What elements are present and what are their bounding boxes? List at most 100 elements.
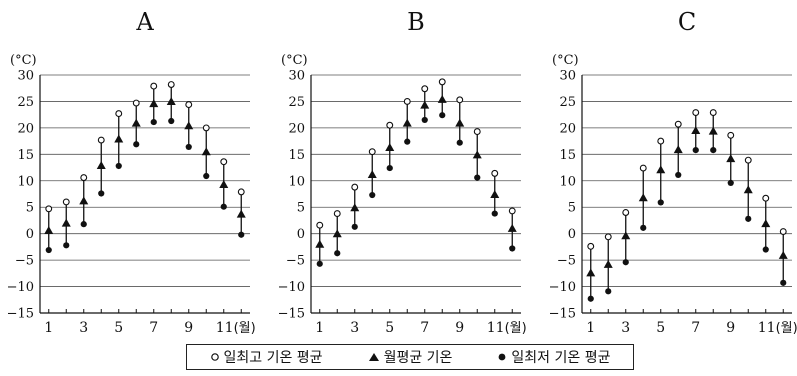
chart-b-max-point bbox=[438, 78, 446, 86]
chart-c-ytick-label: 30 bbox=[559, 69, 576, 84]
chart-b-mean-point bbox=[402, 118, 412, 127]
chart-c-max-point bbox=[727, 131, 735, 139]
chart-b-ytick-label: 15 bbox=[288, 148, 305, 163]
open-circle-icon bbox=[210, 353, 219, 361]
legend-item-min: 일최저 기온 평균 bbox=[497, 347, 610, 367]
chart-a-min-point bbox=[45, 246, 52, 254]
chart-b-xtick-label: 5 bbox=[385, 320, 394, 336]
chart-b-min-point bbox=[386, 164, 393, 172]
chart-c-min-point bbox=[762, 246, 769, 253]
chart-c-mean-point bbox=[638, 193, 648, 202]
chart-a-mean-point bbox=[114, 134, 124, 143]
chart-c-min-point bbox=[640, 224, 647, 231]
chart-c-min-point bbox=[727, 179, 734, 186]
chart-c-ytick-label: 20 bbox=[559, 121, 576, 136]
chart-b-max-point bbox=[351, 183, 359, 191]
chart-b-ytick-label: 5 bbox=[297, 201, 305, 216]
chart-a-max-point bbox=[202, 124, 210, 132]
chart-a-max-point bbox=[62, 198, 70, 206]
chart-a-max-point bbox=[45, 205, 53, 213]
chart-legend: 일최고 기온 평균 월평균 기온 일최저 기온 평균 bbox=[186, 344, 634, 370]
legend-label-max: 일최고 기온 평균 bbox=[223, 350, 323, 366]
chart-c-xtick-label: 11(월) bbox=[758, 320, 797, 336]
chart-a-ytick-label: −10 bbox=[7, 280, 34, 295]
chart-a-ytick-label: 15 bbox=[17, 148, 34, 163]
triangle-icon bbox=[368, 353, 379, 361]
chart-c-ytick-label: 15 bbox=[559, 148, 576, 163]
chart-b-min-point bbox=[439, 112, 446, 119]
chart-a-min-point bbox=[185, 143, 192, 151]
chart-b-mean-point bbox=[420, 100, 430, 109]
chart-b-ytick-label: 25 bbox=[288, 95, 305, 110]
chart-a-ytick-label: 10 bbox=[17, 174, 34, 189]
chart-b-mean-point bbox=[385, 142, 395, 151]
chart-a-max-point bbox=[220, 158, 228, 166]
chart-c-max-point bbox=[657, 137, 665, 145]
chart-b-min-point bbox=[456, 139, 463, 146]
chart-c-min-point bbox=[675, 171, 682, 179]
chart-c-title: C bbox=[678, 8, 696, 36]
chart-c-min-point bbox=[605, 288, 612, 295]
chart-a-xtick-label: 9 bbox=[184, 320, 193, 336]
chart-b-ytick-label: −15 bbox=[278, 307, 305, 322]
chart-a-mean-point bbox=[149, 99, 159, 108]
chart-c-ytick-label: −10 bbox=[549, 280, 576, 295]
chart-a-title: A bbox=[135, 8, 154, 36]
chart-a-min-point bbox=[115, 162, 122, 170]
chart-b-min-point bbox=[351, 223, 358, 230]
chart-b-max-point bbox=[333, 210, 341, 218]
legend-item-max: 일최고 기온 평균 bbox=[210, 347, 323, 367]
chart-a-min-point bbox=[203, 172, 210, 180]
chart-b-min-point bbox=[509, 245, 516, 252]
chart-c-xtick-label: 3 bbox=[621, 320, 630, 336]
chart-c-max-point bbox=[622, 209, 630, 216]
chart-c-min-point bbox=[657, 199, 664, 206]
chart-b-mean-point bbox=[350, 203, 360, 212]
chart-b-min-point bbox=[369, 191, 376, 199]
chart-c-max-point bbox=[587, 242, 595, 250]
chart-b-max-point bbox=[368, 148, 376, 156]
chart-b-min-point bbox=[404, 138, 411, 145]
chart-a-min-point bbox=[63, 242, 70, 249]
chart-b-max-point bbox=[491, 169, 499, 177]
chart-c-min-point bbox=[745, 215, 752, 222]
chart-b-max-point bbox=[456, 96, 464, 104]
chart-a-ytick-label: 25 bbox=[17, 95, 34, 110]
chart-c-ytick-label: −15 bbox=[549, 307, 576, 322]
chart-b-mean-point bbox=[472, 150, 482, 159]
chart-c-max-point bbox=[762, 194, 770, 202]
chart-a-max-point bbox=[237, 188, 245, 196]
chart-a-mean-point bbox=[166, 96, 176, 105]
chart-a-xtick-label: 5 bbox=[114, 320, 123, 336]
chart-b-min-point bbox=[491, 210, 498, 217]
chart-c-ytick-label: 0 bbox=[568, 227, 576, 242]
chart-b-ytick-label: 10 bbox=[288, 174, 305, 189]
chart-a-xtick-label: 1 bbox=[44, 320, 53, 336]
chart-b-mean-point bbox=[490, 190, 500, 199]
chart-c-mean-point bbox=[673, 145, 683, 154]
chart-c-ytick-label: 5 bbox=[568, 201, 576, 216]
chart-a-min-point bbox=[98, 190, 105, 197]
chart-b-xtick-label: 1 bbox=[315, 320, 324, 336]
chart-a-min-point bbox=[238, 231, 245, 238]
chart-a-min-point bbox=[80, 221, 87, 228]
chart-b-mean-point bbox=[367, 169, 377, 178]
chart-a-x-unit-label: (월) bbox=[234, 321, 256, 336]
chart-c-max-point bbox=[674, 120, 682, 128]
chart-a-mean-point bbox=[201, 147, 211, 156]
chart-c-max-point bbox=[709, 109, 717, 117]
chart-c-max-point bbox=[779, 228, 787, 236]
chart-b-ytick-label: 20 bbox=[288, 121, 305, 136]
chart-a-mean-point bbox=[44, 226, 54, 235]
chart-b-max-point bbox=[316, 221, 324, 229]
legend-label-min: 일최저 기온 평균 bbox=[511, 350, 611, 366]
chart-a-unit-label: (°C) bbox=[10, 53, 37, 68]
chart-c-mean-point bbox=[743, 185, 753, 194]
chart-b-max-point bbox=[473, 128, 481, 136]
chart-a-max-point bbox=[132, 99, 140, 107]
chart-c-mean-point bbox=[621, 231, 631, 240]
chart-a-ytick-label: 0 bbox=[26, 227, 34, 242]
chart-b-max-point bbox=[403, 97, 411, 105]
chart-a-max-point bbox=[185, 101, 193, 109]
